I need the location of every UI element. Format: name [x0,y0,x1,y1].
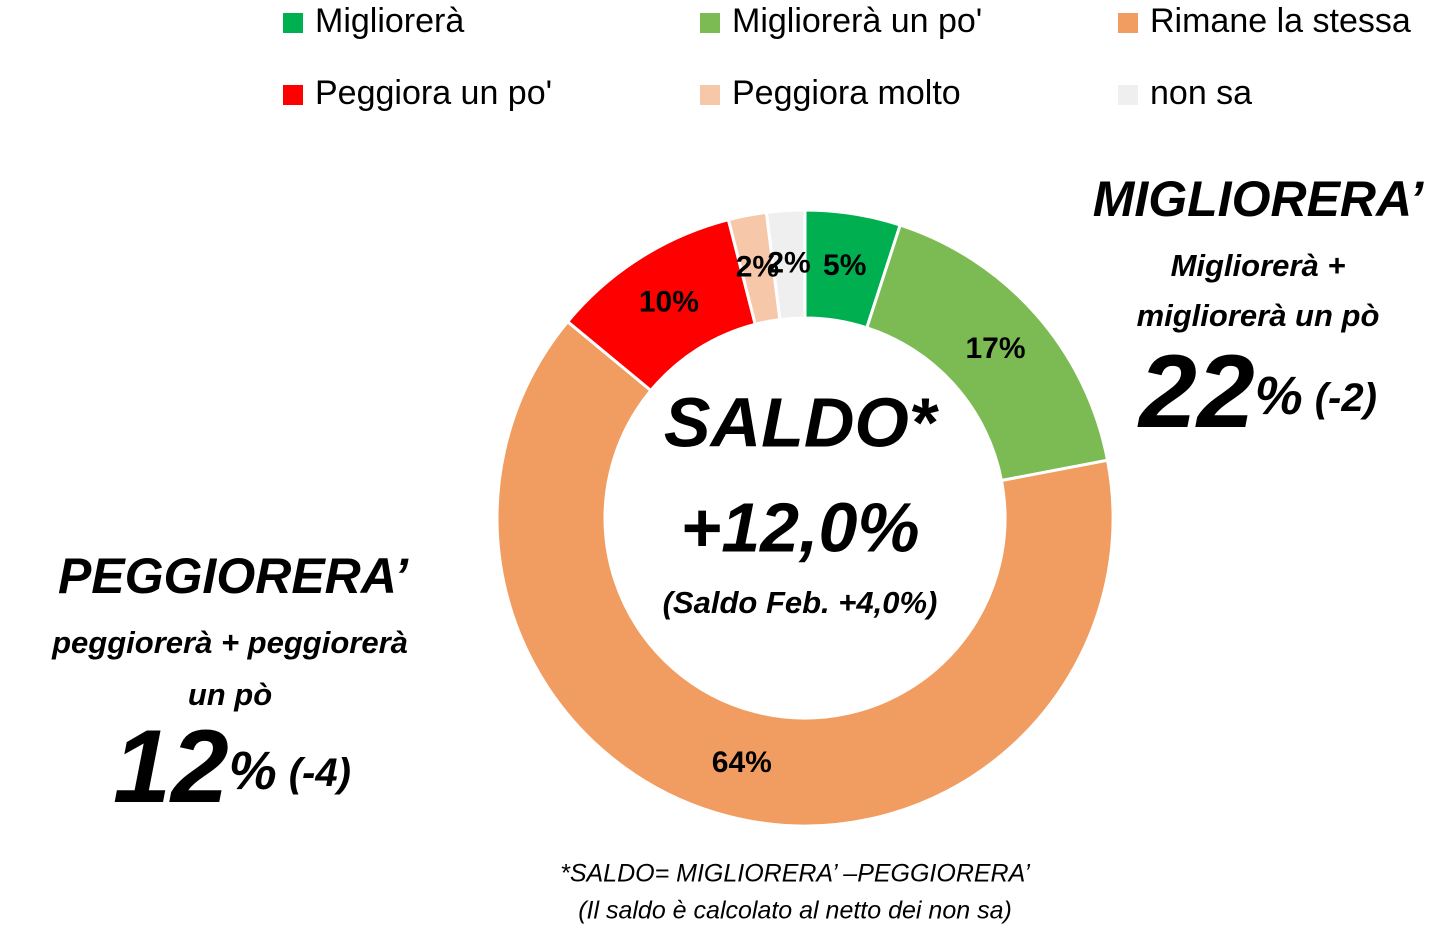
data-label: 17% [966,332,1026,365]
data-label: 5% [823,249,866,282]
center-title: SALDO* [664,383,939,461]
data-label: 2% [767,246,810,279]
legend-label: non sa [1150,74,1252,112]
right-line: migliorerà un pò [1137,298,1380,333]
left-figure: 12% (-4) [113,709,351,825]
right-figure: 22% (-2) [1137,334,1377,450]
data-label: 10% [639,285,699,318]
left-unit: % [229,741,277,801]
legend-label: Migliorerà un po' [732,2,982,40]
legend-label: Peggiora un po' [315,74,552,112]
data-label: 2% [736,250,779,283]
center-value: +12,0% [680,488,919,566]
legend-label: Rimane la stessa [1150,2,1411,40]
right-number: 22 [1137,334,1255,450]
data-label: 64% [712,746,772,779]
donut-segment [495,319,1115,828]
legend-label: Peggiora molto [732,74,961,112]
legend-swatch [700,85,720,105]
legend-swatch [283,13,303,33]
footnote: *SALDO= MIGLIORERA’ –PEGGIORERA’ [560,860,1030,888]
legend-swatch [1118,13,1138,33]
right-line: Migliorerà + [1171,248,1346,283]
right-change: (-2) [1315,376,1377,420]
legend-swatch [1118,85,1138,105]
center-note: (Saldo Feb. +4,0%) [663,585,938,620]
legend-label: Migliorerà [315,2,464,40]
legend-swatch [283,85,303,105]
left-title: PEGGIORERA’ [58,548,409,604]
footnote: (Il saldo è calcolato al netto dei non s… [578,897,1012,925]
left-line: un pò [188,677,272,712]
legend-swatch [700,13,720,33]
left-line: peggiorerà + peggiorerà [51,625,408,660]
donut-segment [764,208,807,322]
right-title: MIGLIORERA’ [1093,171,1425,227]
right-unit: % [1255,366,1303,426]
donut [495,208,1115,828]
left-number: 12 [113,709,229,825]
center-text: SALDO* +12,0% (Saldo Feb. +4,0%) [663,383,939,620]
left-change: (-4) [289,751,351,795]
